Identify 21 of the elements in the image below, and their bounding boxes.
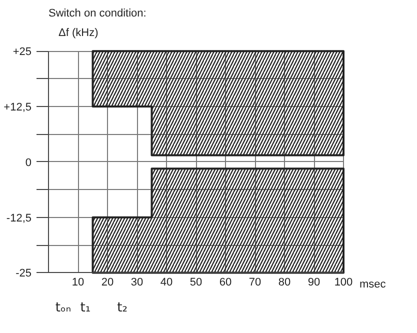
y-tick-label: +25 [12, 46, 32, 58]
x-tick-label: 100 [334, 276, 353, 289]
y-tick-label: +12,5 [4, 102, 32, 114]
x-tick-label: 80 [278, 276, 291, 289]
y-tick-label: 0 [25, 156, 32, 169]
x-tick-label: 70 [248, 276, 262, 289]
y-axis-title: Δf (kHz) [58, 27, 98, 40]
y-tick-label: -25 [16, 268, 32, 280]
x-tick-label: 40 [160, 276, 173, 289]
x-axis-title: msec [360, 278, 386, 291]
text: t₁ [80, 300, 91, 316]
x-tick-label: 50 [190, 276, 202, 289]
x-tick-label: 60 [219, 276, 232, 289]
chart-title: Switch on condition: [48, 8, 146, 20]
x-tick-label: 90 [308, 276, 320, 289]
y-tick-label: -12,5 [6, 212, 32, 224]
text: tₒₙ [55, 300, 72, 316]
x-tick-label: 20 [101, 276, 114, 289]
x-tick-label: 30 [130, 276, 144, 289]
x-tick-label: 10 [72, 276, 84, 289]
text: t₂ [117, 300, 128, 316]
